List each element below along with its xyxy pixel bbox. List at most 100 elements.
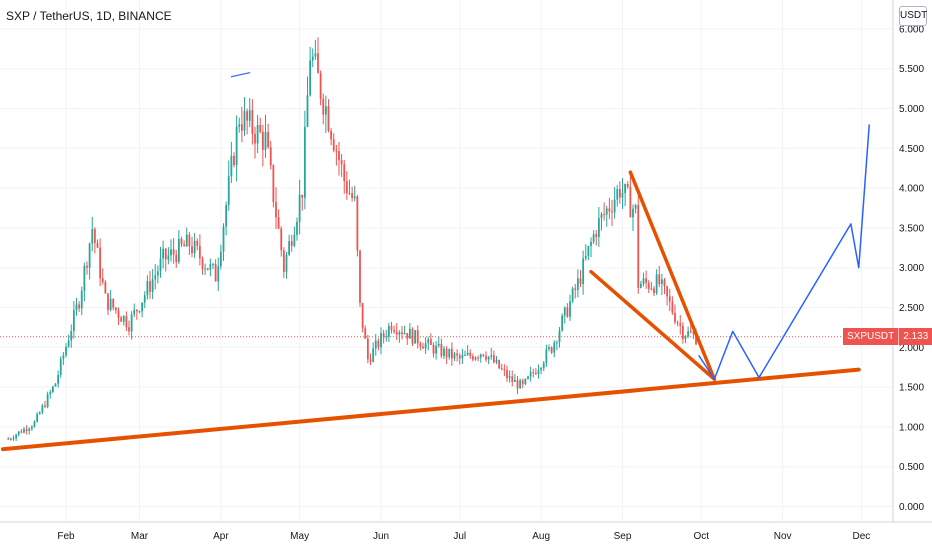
candle-body — [387, 325, 390, 337]
candle-body — [435, 345, 438, 354]
price-tick-label: 3.500 — [899, 223, 924, 234]
candle-body — [298, 194, 301, 222]
candle-body — [561, 315, 564, 331]
candle-body — [319, 73, 322, 99]
candle-body — [440, 343, 443, 357]
candle-body — [464, 354, 466, 356]
candle-body — [524, 378, 527, 385]
candle-body — [185, 234, 188, 247]
candle-body — [114, 307, 117, 311]
candle-body — [679, 323, 682, 326]
candle-body — [629, 186, 632, 218]
candle-body — [338, 151, 340, 161]
price-tick-label: 1.500 — [899, 383, 924, 394]
candle-body — [267, 131, 270, 148]
candle-body — [534, 372, 537, 375]
price-tick-label: 0.000 — [899, 502, 924, 513]
candle-body — [663, 279, 666, 287]
candle-body — [219, 251, 222, 267]
candle-body — [28, 428, 31, 431]
candle-body — [9, 438, 12, 440]
currency-button[interactable]: USDT — [899, 6, 927, 26]
candle-body — [689, 331, 692, 333]
candle-body — [600, 214, 603, 219]
candle-body — [36, 414, 39, 422]
candle-body — [277, 217, 280, 229]
candle-body — [592, 234, 595, 242]
candle-body — [408, 328, 411, 339]
price-tick-label: 2.000 — [899, 343, 924, 354]
chart-grid — [0, 0, 893, 522]
price-badge-symbol: SXPUSDT — [843, 328, 900, 345]
candle-body — [374, 340, 377, 349]
candle-body — [41, 405, 44, 413]
price-tick-label: 5.000 — [899, 104, 924, 115]
candle-body — [162, 248, 165, 259]
candle-body — [634, 205, 637, 209]
candle-body — [230, 156, 233, 177]
candle-body — [540, 368, 543, 371]
candle-body — [550, 347, 553, 353]
price-badge-value: 2.133 — [899, 328, 932, 345]
candle-body — [38, 412, 41, 415]
candle-body — [196, 240, 199, 246]
candle-body — [558, 330, 561, 343]
candle-body — [269, 147, 272, 166]
candle-body — [133, 309, 136, 315]
candle-body — [466, 352, 469, 355]
candle-body — [511, 376, 514, 382]
candle-body — [555, 342, 558, 344]
candle-body — [537, 370, 540, 375]
candle-body — [12, 438, 15, 440]
candle-body — [676, 322, 679, 324]
candle-body — [424, 343, 427, 349]
time-tick-label: Jun — [373, 531, 389, 542]
candle-body — [498, 359, 501, 369]
candle-body — [340, 160, 343, 165]
time-tick-label: Nov — [774, 531, 792, 542]
price-tick-label: 2.500 — [899, 303, 924, 314]
candle-body — [282, 250, 285, 272]
candle-body — [275, 202, 277, 218]
candle-body — [303, 126, 306, 198]
candle-body — [206, 268, 209, 270]
candle-body — [285, 254, 288, 272]
candle-body — [695, 333, 697, 345]
candle-body — [57, 374, 60, 384]
candle-body — [83, 265, 86, 291]
candle-body — [51, 386, 54, 393]
candle-body — [348, 193, 351, 195]
candle-body — [456, 353, 459, 356]
candle-body — [548, 347, 550, 350]
candle-body — [345, 181, 348, 194]
candle-body — [532, 372, 535, 374]
candle-body — [204, 268, 207, 270]
candle-body — [65, 346, 67, 356]
candle-body — [109, 298, 112, 310]
candle-body — [508, 376, 511, 379]
candle-body — [545, 349, 548, 364]
candle-body — [513, 380, 516, 382]
candle-body — [427, 339, 430, 344]
candle-body — [107, 293, 109, 310]
candle-body — [112, 298, 115, 308]
candle-body — [613, 199, 616, 213]
candle-body — [170, 249, 172, 256]
candle-body — [382, 333, 385, 337]
candle-body — [151, 279, 154, 292]
candle-body — [411, 328, 414, 344]
candle-body — [251, 110, 254, 134]
candle-body — [637, 205, 640, 288]
candle-body — [15, 434, 18, 439]
drawings — [1, 72, 870, 452]
candle-body — [62, 355, 65, 359]
candle-body — [611, 211, 613, 213]
candle-body — [217, 266, 220, 282]
price-tick-label: 0.500 — [899, 462, 924, 473]
time-axis: Feb Mar Apr May Jun Jul Aug Sep Oct Nov Dec — [57, 531, 870, 542]
candle-body — [445, 348, 448, 358]
candle-body — [569, 301, 571, 317]
candle-body — [605, 208, 608, 215]
candle-body — [366, 338, 369, 360]
